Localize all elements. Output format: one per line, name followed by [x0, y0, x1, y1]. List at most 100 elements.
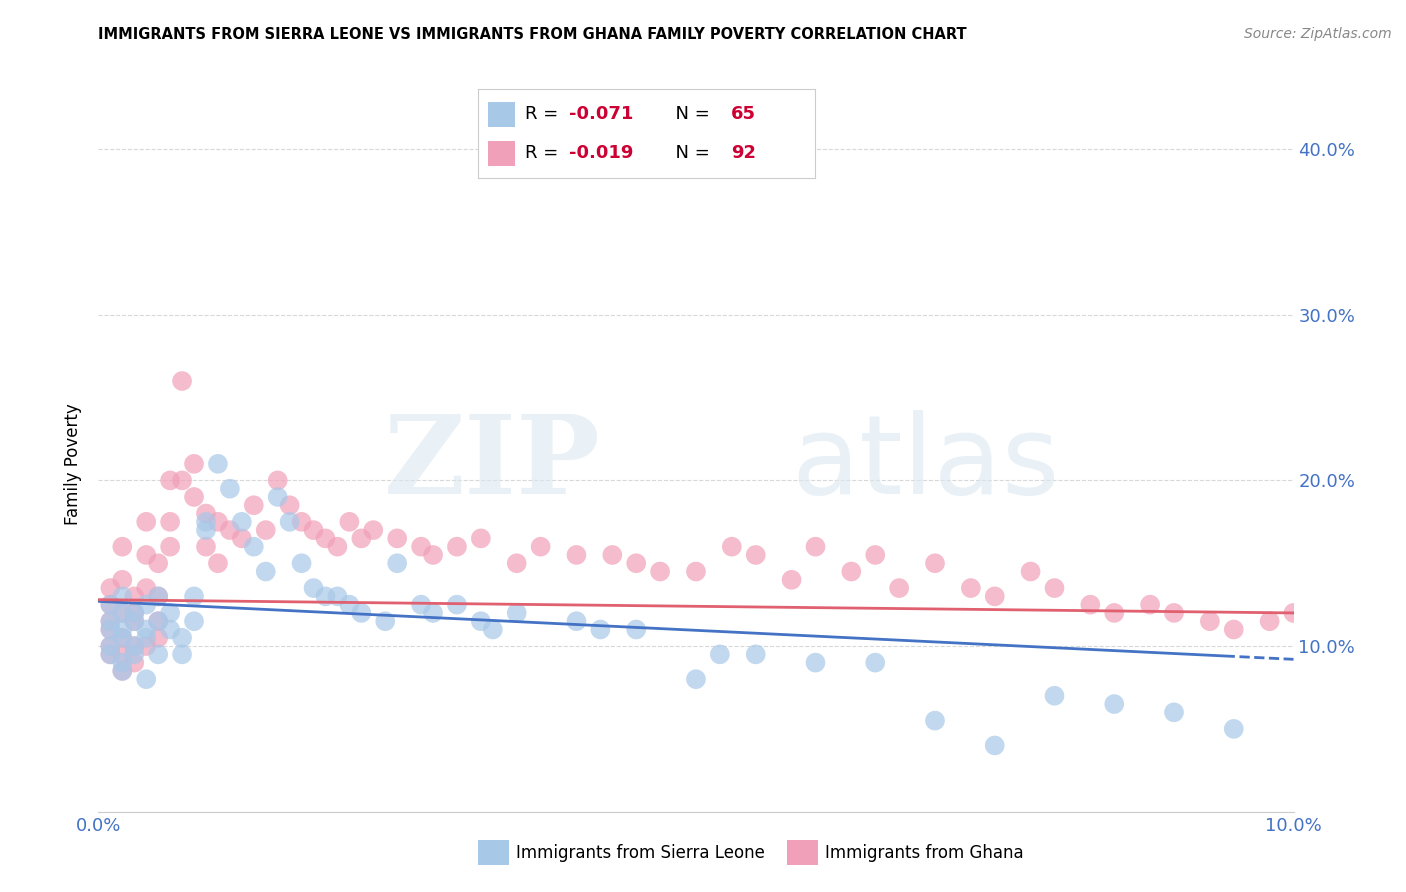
Point: [385, 556, 409, 570]
Point: [470, 532, 492, 546]
Point: [1282, 606, 1305, 620]
Point: [148, 556, 170, 570]
Point: [254, 565, 277, 579]
Point: [195, 523, 218, 537]
Point: [100, 598, 122, 612]
Point: [219, 523, 242, 537]
Point: [172, 474, 194, 488]
Text: Source: ZipAtlas.com: Source: ZipAtlas.com: [1244, 27, 1392, 41]
Text: 65: 65: [731, 105, 756, 123]
FancyBboxPatch shape: [488, 102, 515, 127]
Point: [350, 532, 373, 546]
Point: [148, 614, 170, 628]
Point: [159, 623, 181, 637]
Point: [243, 540, 266, 554]
Point: [1223, 722, 1246, 736]
Point: [1104, 697, 1126, 711]
Point: [207, 556, 229, 570]
Point: [207, 515, 229, 529]
Text: N =: N =: [664, 145, 716, 162]
Point: [267, 490, 290, 504]
Point: [529, 540, 551, 554]
Point: [135, 598, 157, 612]
Text: -0.019: -0.019: [569, 145, 634, 162]
Point: [111, 606, 134, 620]
Text: 92: 92: [731, 145, 756, 162]
Point: [100, 614, 122, 628]
Point: [422, 606, 444, 620]
Point: [1223, 623, 1246, 637]
Point: [111, 664, 134, 678]
Point: [291, 556, 314, 570]
Point: [111, 631, 134, 645]
Point: [172, 648, 194, 662]
Point: [278, 515, 301, 529]
Point: [100, 648, 122, 662]
Point: [124, 648, 146, 662]
Point: [100, 581, 122, 595]
Point: [148, 631, 170, 645]
Point: [278, 498, 301, 512]
Point: [841, 565, 863, 579]
Point: [183, 457, 205, 471]
Point: [1139, 598, 1161, 612]
Point: [339, 598, 360, 612]
Point: [924, 556, 946, 570]
Point: [339, 515, 360, 529]
Point: [506, 606, 529, 620]
Point: [889, 581, 911, 595]
Point: [1198, 614, 1220, 628]
Point: [865, 548, 887, 562]
Point: [315, 532, 337, 546]
Point: [159, 540, 181, 554]
Point: [745, 648, 768, 662]
Point: [183, 614, 205, 628]
Text: N =: N =: [664, 105, 716, 123]
Point: [135, 581, 157, 595]
Text: -0.071: -0.071: [569, 105, 634, 123]
Point: [984, 739, 1007, 753]
Point: [960, 581, 983, 595]
Point: [422, 548, 444, 562]
Point: [1163, 606, 1185, 620]
Point: [626, 556, 648, 570]
Point: [984, 590, 1007, 604]
Point: [100, 598, 122, 612]
Point: [111, 656, 134, 670]
Point: [135, 631, 157, 645]
Text: R =: R =: [526, 145, 564, 162]
Point: [1163, 706, 1185, 720]
Point: [124, 606, 146, 620]
Point: [1080, 598, 1102, 612]
Point: [1378, 664, 1400, 678]
Point: [195, 540, 218, 554]
Point: [111, 540, 134, 554]
Point: [804, 540, 827, 554]
Point: [1354, 656, 1376, 670]
Point: [1104, 606, 1126, 620]
Point: [100, 614, 122, 628]
Point: [172, 631, 194, 645]
Point: [231, 515, 253, 529]
Point: [207, 457, 229, 471]
Point: [326, 540, 349, 554]
Point: [1043, 581, 1066, 595]
Point: [374, 614, 396, 628]
Point: [124, 606, 146, 620]
Point: [183, 490, 205, 504]
Point: [470, 614, 492, 628]
Point: [148, 614, 170, 628]
Point: [411, 540, 433, 554]
Point: [148, 590, 170, 604]
Point: [159, 515, 181, 529]
Text: R =: R =: [526, 105, 564, 123]
Point: [100, 623, 122, 637]
Point: [924, 714, 946, 728]
Point: [243, 498, 266, 512]
Point: [124, 614, 146, 628]
Point: [685, 565, 707, 579]
Point: [124, 614, 146, 628]
Point: [626, 623, 648, 637]
Point: [267, 474, 290, 488]
Point: [302, 581, 325, 595]
